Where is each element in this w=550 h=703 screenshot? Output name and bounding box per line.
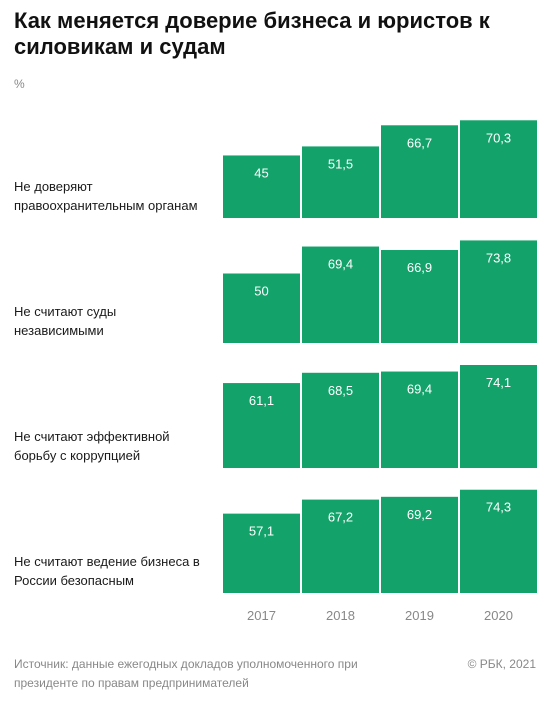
category-label: Не считают эффективной борьбу с коррупцие…: [14, 429, 170, 463]
bar-value-label: 66,9: [407, 260, 432, 275]
bar: [381, 496, 458, 593]
bar-value-label: 69,2: [407, 507, 432, 522]
bar-value-label: 74,3: [486, 500, 511, 515]
bar-value-label: 57,1: [249, 524, 274, 539]
bar-value-label: 61,1: [249, 393, 274, 408]
bar: [223, 273, 300, 343]
x-tick-label: 2017: [247, 608, 276, 623]
bar-value-label: 67,2: [328, 510, 353, 525]
bar-value-label: 50: [254, 284, 268, 299]
bar: [223, 155, 300, 218]
bar: [302, 372, 379, 468]
bar: [460, 365, 537, 468]
x-tick-label: 2020: [484, 608, 513, 623]
bar: [223, 513, 300, 593]
unit-label: %: [14, 77, 25, 91]
category-label: Не считают ведение бизнеса в России безоп…: [14, 554, 200, 588]
bar: [302, 146, 379, 218]
copyright: © РБК, 2021: [467, 657, 536, 671]
bar-value-label: 73,8: [486, 250, 511, 265]
bar: [302, 246, 379, 343]
bar-value-label: 69,4: [407, 382, 432, 397]
bar-value-label: 68,5: [328, 383, 353, 398]
bar: [302, 499, 379, 593]
bar-chart: Не доверяют правоохранительным органам 45 5…: [14, 120, 537, 623]
category-label: Не считают суды независимыми: [14, 304, 116, 338]
x-tick-label: 2018: [326, 608, 355, 623]
x-tick-label: 2019: [405, 608, 434, 623]
bar-value-label: 74,1: [486, 375, 511, 390]
category-label: Не доверяют правоохранительным органам: [14, 179, 198, 213]
chart-title: Как меняется доверие бизнеса и юристов к…: [14, 8, 490, 59]
bar: [460, 120, 537, 218]
bar: [223, 383, 300, 468]
bar-value-label: 70,3: [486, 130, 511, 145]
bar: [381, 250, 458, 343]
source-note: Источник: данные ежегодных докладов упол…: [14, 657, 358, 690]
bar: [381, 371, 458, 468]
bar: [460, 489, 537, 593]
bar-value-label: 66,7: [407, 135, 432, 150]
bar-value-label: 51,5: [328, 156, 353, 171]
bar-value-label: 45: [254, 165, 268, 180]
bar-value-label: 69,4: [328, 257, 353, 272]
bar: [381, 125, 458, 218]
bar: [460, 240, 537, 343]
